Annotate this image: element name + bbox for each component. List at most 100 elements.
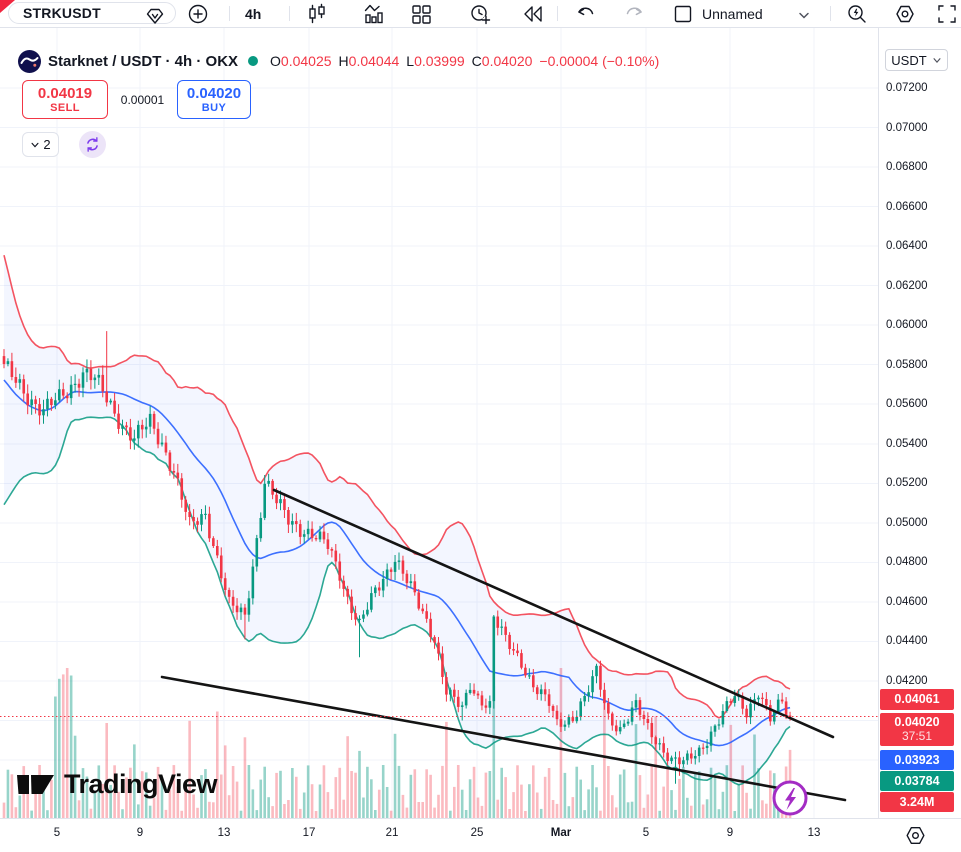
chart-settings-button[interactable]	[892, 1, 918, 27]
open-value: 0.04025	[280, 53, 332, 69]
chevron-down-icon	[31, 142, 39, 148]
sell-label: SELL	[50, 101, 80, 114]
orders-count: 2	[43, 137, 51, 152]
quick-search-button[interactable]	[844, 1, 870, 27]
axis-settings-button[interactable]	[903, 823, 928, 852]
price-axis-label: 0.06800	[886, 161, 928, 174]
toolbar-separator	[229, 6, 230, 21]
alert-clock-plus-icon	[471, 5, 491, 25]
redo-icon	[626, 7, 642, 16]
layout-name-button[interactable]: Unnamed	[702, 0, 763, 27]
chart-pane: Starknet / USDT · 4h · OKX O0.04025 H0.04…	[0, 28, 878, 818]
create-alert-button[interactable]	[467, 1, 493, 27]
chevron-down-icon	[799, 12, 809, 19]
symbol-name: STRKUSDT	[23, 5, 101, 21]
sell-button[interactable]: 0.04019 SELL	[22, 80, 108, 119]
compare-add-symbol-button[interactable]	[185, 1, 211, 27]
layout-name-label: Unnamed	[702, 5, 763, 22]
quick-trade-lightning-button[interactable]	[772, 780, 808, 816]
toolbar-separator	[830, 6, 831, 21]
collapse-orders-chip[interactable]: 2	[22, 132, 59, 157]
legend-title[interactable]: Starknet / USDT · 4h · OKX	[48, 52, 239, 70]
price-axis-label: 0.07200	[886, 82, 928, 94]
change-value: −0.00004 (−0.10%)	[539, 53, 660, 69]
search-lightning-icon	[848, 5, 866, 23]
interval-button[interactable]: 4h	[245, 0, 261, 27]
low-value: 0.03999	[414, 53, 465, 69]
bar-countdown: 37:51	[901, 729, 933, 743]
time-axis-label: 5	[642, 827, 650, 839]
price-axis[interactable]: USDT 0.07200 0.07000 0.06800 0.06600 0.06400…	[878, 28, 961, 818]
time-axis-label: 17	[302, 827, 316, 839]
currency-selector[interactable]: USDT	[885, 49, 948, 71]
high-label: H	[338, 53, 349, 69]
interval-label: 4h	[245, 5, 262, 22]
fullscreen-button[interactable]	[934, 1, 960, 27]
fullscreen-icon	[938, 5, 956, 23]
legend-ohlc: O0.04025 H0.04044 L0.03999 C0.04020 −0.00004…	[270, 53, 659, 69]
tradingview-glyph-icon	[17, 775, 54, 794]
chart-legend: Starknet / USDT · 4h · OKX O0.04025 H0.04…	[18, 48, 659, 74]
price-axis-label: 0.04600	[886, 595, 928, 608]
indicator-value-badge: 0.04061	[880, 689, 954, 710]
time-axis-label: 13	[807, 827, 821, 839]
time-axis-label: 13	[217, 827, 231, 839]
high-value: 0.04044	[348, 53, 400, 69]
price-axis-label: 0.06000	[886, 319, 928, 332]
tradingview-wordmark: TradingView	[64, 769, 218, 799]
indicator-value-badge: 3.24M	[880, 792, 954, 812]
layout-select-button[interactable]	[670, 1, 696, 27]
record-indicator-artifact	[0, 0, 15, 13]
time-axis-label: 9	[726, 827, 734, 839]
candles-icon	[309, 3, 325, 24]
undo-button[interactable]	[573, 1, 599, 27]
bar-replay-button[interactable]	[520, 1, 546, 27]
gear-hexagon-icon	[906, 827, 925, 844]
square-layout-icon	[674, 5, 692, 23]
time-axis-label: 5	[53, 827, 61, 839]
buy-label: BUY	[201, 101, 227, 114]
sync-refresh-button[interactable]	[79, 131, 106, 158]
currency-label: USDT	[891, 52, 927, 68]
market-status-dot[interactable]	[248, 56, 259, 66]
trade-buttons: 0.04019 SELL 0.00001 0.04020 BUY	[22, 80, 251, 119]
price-axis-label: 0.06600	[886, 200, 928, 213]
open-label: O	[270, 53, 281, 69]
symbol-search-button[interactable]: STRKUSDT	[8, 2, 176, 24]
plus-circle-icon	[188, 4, 208, 24]
close-value: 0.04020	[481, 53, 533, 69]
undo-icon	[578, 7, 594, 16]
gear-hexagon-icon	[896, 5, 914, 23]
time-axis[interactable]: 5 9 13 17 21 25 Mar 5 9 13	[0, 818, 961, 852]
price-axis-label: 0.06400	[886, 240, 928, 253]
price-axis-label: 0.05000	[886, 516, 928, 529]
time-axis-label: 25	[470, 827, 484, 839]
sell-price: 0.04019	[37, 84, 93, 102]
price-axis-label: 0.06200	[886, 279, 928, 292]
trend-line[interactable]	[160, 675, 847, 802]
layout-menu-chevron[interactable]	[791, 2, 817, 28]
time-axis-label: 21	[385, 827, 399, 839]
time-axis-label: 9	[136, 827, 144, 839]
spread-value: 0.00001	[120, 92, 165, 107]
indicators-button[interactable]	[361, 1, 387, 27]
last-price-badge: 0.04020 37:51	[880, 713, 954, 746]
price-axis-label: 0.05400	[886, 437, 928, 450]
price-axis-label: 0.05800	[886, 358, 928, 371]
buy-button[interactable]: 0.04020 BUY	[177, 80, 251, 119]
price-axis-label: 0.05200	[886, 477, 928, 490]
redo-button[interactable]	[621, 1, 647, 27]
symbol-detail-icon[interactable]	[143, 4, 167, 28]
top-toolbar: STRKUSDT 4h	[0, 0, 961, 28]
trend-line[interactable]	[272, 488, 835, 739]
refresh-icon	[87, 137, 98, 152]
chart-canvas[interactable]	[0, 28, 878, 818]
price-axis-label: 0.04800	[886, 556, 928, 569]
price-axis-label: 0.05600	[886, 398, 928, 411]
layout-grid-button[interactable]	[408, 1, 434, 27]
tradingview-logo[interactable]: TradingView	[16, 768, 218, 801]
grid-layout-icon	[412, 5, 431, 24]
chart-style-button[interactable]	[304, 1, 330, 27]
close-label: C	[471, 53, 482, 69]
